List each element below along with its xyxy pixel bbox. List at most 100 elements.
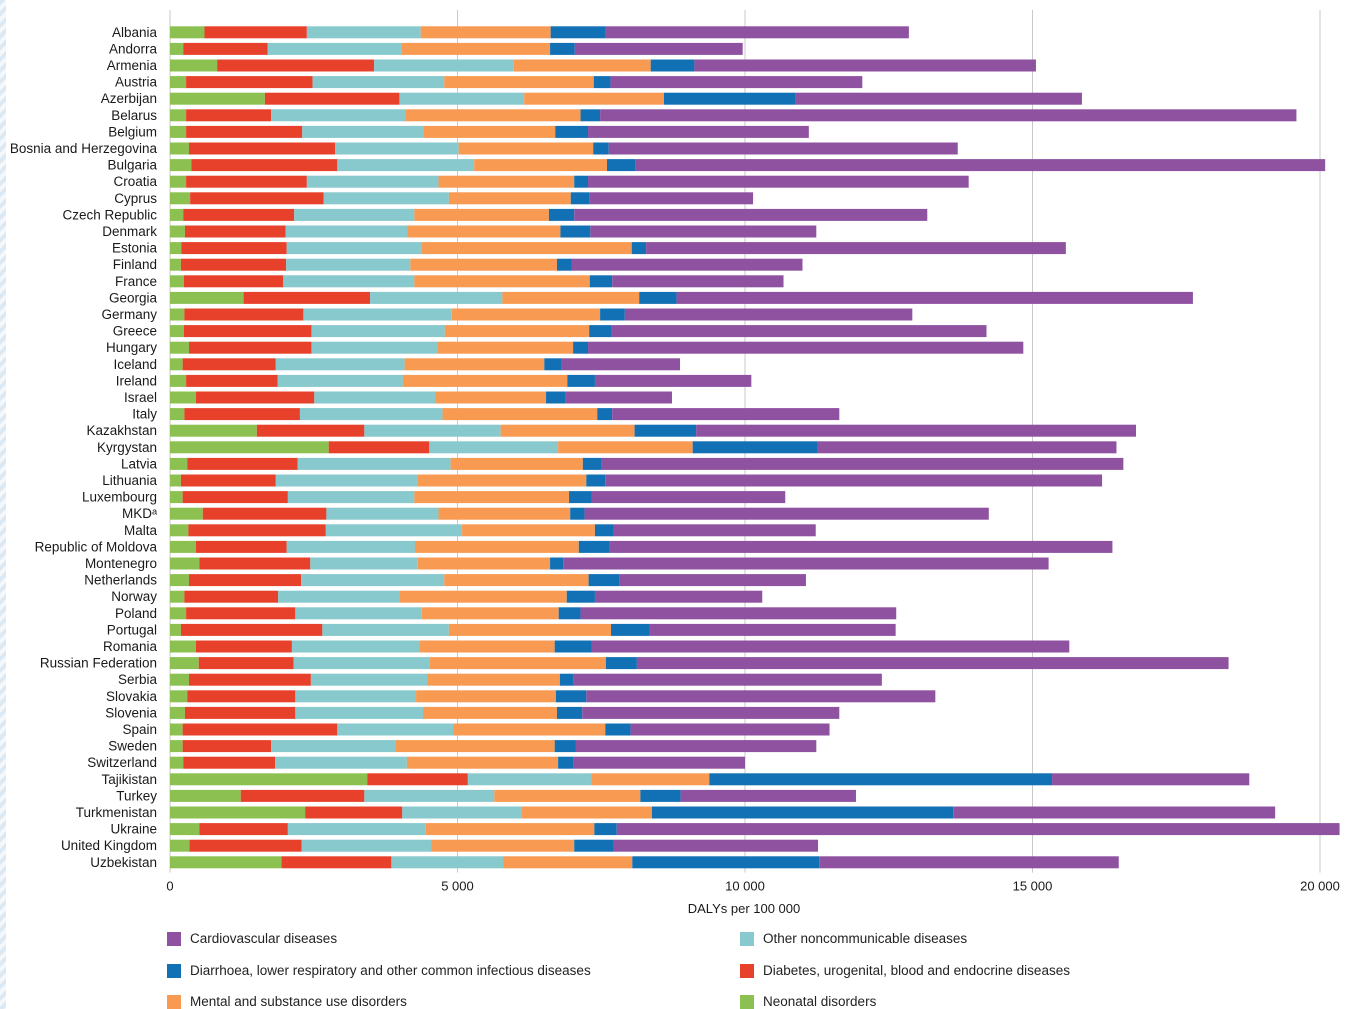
bar-finland-diarrhoea-lower-respirat: [556, 258, 572, 271]
bar-netherlands-mental-and-substance-use: [444, 574, 589, 587]
bar-tajikistan-diarrhoea-lower-respirat: [709, 773, 1053, 786]
bar-portugal-diabetes-urogenital-bloo: [180, 623, 323, 636]
bar-sweden-diabetes-urogenital-bloo: [182, 740, 272, 753]
bar-albania-neonatal-disorders: [170, 26, 205, 39]
bar-italy-other-noncommunicable-di: [299, 408, 443, 421]
bar-norway-diarrhoea-lower-respirat: [566, 590, 595, 603]
bar-belgium-diabetes-urogenital-bloo: [186, 125, 303, 138]
bar-greece-diabetes-urogenital-bloo: [183, 325, 312, 338]
bar-lithuania-diabetes-urogenital-bloo: [180, 474, 276, 487]
x-axis-label: DALYs per 100 000: [688, 901, 801, 916]
x-tick-label-3: 15 000: [1013, 879, 1053, 894]
bar-mkd-other-noncommunicable-di: [326, 507, 439, 520]
bar-denmark-other-noncommunicable-di: [285, 225, 408, 238]
category-label-united-kingdom: United Kingdom: [61, 838, 157, 853]
bar-latvia-neonatal-disorders: [170, 457, 188, 470]
category-label-uzbekistan: Uzbekistan: [90, 855, 157, 870]
bar-azerbijan-cardiovascular-diseases: [795, 92, 1082, 105]
bar-bosnia-and-herzegovina-neonatal-disorders: [170, 142, 189, 155]
bar-united-kingdom-cardiovascular-diseases: [613, 839, 819, 852]
legend-label-diabetes: Diabetes, urogenital, blood and endocrin…: [763, 963, 1070, 978]
bar-croatia-neonatal-disorders: [170, 175, 187, 188]
bar-georgia-other-noncommunicable-di: [370, 291, 503, 304]
bar-estonia-mental-and-substance-use: [421, 242, 632, 255]
bar-finland-other-noncommunicable-di: [286, 258, 411, 271]
bar-poland-other-noncommunicable-di: [295, 607, 422, 620]
bar-spain-other-noncommunicable-di: [337, 723, 454, 736]
bar-kazakhstan-diabetes-urogenital-bloo: [256, 424, 365, 437]
bar-latvia-diabetes-urogenital-bloo: [187, 457, 298, 470]
bar-france-other-noncommunicable-di: [283, 275, 415, 288]
bar-romania-mental-and-substance-use: [419, 640, 555, 653]
bar-bosnia-and-herzegovina-mental-and-substance-use: [458, 142, 594, 155]
bar-romania-diabetes-urogenital-bloo: [195, 640, 292, 653]
bar-bosnia-and-herzegovina-other-noncommunicable-di: [335, 142, 459, 155]
bar-austria-diarrhoea-lower-respirat: [593, 76, 611, 89]
bar-hungary-cardiovascular-diseases: [588, 341, 1024, 354]
category-label-finland: Finland: [113, 257, 157, 272]
bar-albania-cardiovascular-diseases: [605, 26, 909, 39]
bar-slovenia-other-noncommunicable-di: [295, 706, 423, 719]
bar-serbia-diarrhoea-lower-respirat: [559, 673, 574, 686]
bar-armenia-cardiovascular-diseases: [694, 59, 1036, 72]
category-label-turkey: Turkey: [116, 788, 157, 803]
bar-poland-mental-and-substance-use: [421, 607, 559, 620]
bar-turkmenistan-other-noncommunicable-di: [402, 806, 522, 819]
bar-poland-diarrhoea-lower-respirat: [558, 607, 581, 620]
category-label-denmark: Denmark: [102, 224, 157, 239]
bar-croatia-diarrhoea-lower-respirat: [574, 175, 589, 188]
category-label-hungary: Hungary: [106, 340, 157, 355]
bar-switzerland-neonatal-disorders: [170, 756, 184, 769]
bar-portugal-other-noncommunicable-di: [322, 623, 449, 636]
category-label-tajikistan: Tajikistan: [101, 772, 157, 787]
bar-germany-other-noncommunicable-di: [303, 308, 452, 321]
bar-bosnia-and-herzegovina-diarrhoea-lower-respirat: [593, 142, 609, 155]
category-label-bosnia-and-herzegovina: Bosnia and Herzegovina: [10, 141, 158, 156]
bar-kazakhstan-cardiovascular-diseases: [696, 424, 1136, 437]
category-label-norway: Norway: [111, 589, 157, 604]
category-label-bulgaria: Bulgaria: [107, 158, 157, 173]
bar-czech-republic-diabetes-urogenital-bloo: [183, 208, 295, 221]
category-label-albania: Albania: [112, 25, 158, 40]
legend-swatch-cardiovascular: [167, 931, 181, 946]
bar-cyprus-other-noncommunicable-di: [323, 192, 449, 205]
bar-belarus-mental-and-substance-use: [405, 109, 581, 122]
bars: [170, 26, 1340, 869]
bar-germany-neonatal-disorders: [170, 308, 185, 321]
bar-belarus-diarrhoea-lower-respirat: [580, 109, 601, 122]
bar-kazakhstan-neonatal-disorders: [170, 424, 257, 437]
bar-belgium-neonatal-disorders: [170, 125, 187, 138]
bar-uzbekistan-diabetes-urogenital-bloo: [281, 856, 392, 869]
bar-serbia-cardiovascular-diseases: [573, 673, 882, 686]
bar-ireland-neonatal-disorders: [170, 374, 187, 387]
bar-slovakia-other-noncommunicable-di: [295, 690, 417, 703]
bar-russian-federation-diabetes-urogenital-bloo: [198, 657, 294, 670]
bar-turkey-neonatal-disorders: [170, 789, 241, 802]
bar-uzbekistan-mental-and-substance-use: [503, 856, 633, 869]
bar-ireland-mental-and-substance-use: [402, 374, 568, 387]
bar-belgium-mental-and-substance-use: [423, 125, 556, 138]
bar-turkey-mental-and-substance-use: [494, 789, 641, 802]
bar-luxembourg-diabetes-urogenital-bloo: [182, 491, 288, 504]
legend-swatch-mental: [167, 994, 181, 1009]
legend-item-diabetes: Diabetes, urogenital, blood and endocrin…: [740, 963, 1070, 978]
bar-malta-cardiovascular-diseases: [613, 524, 816, 537]
bar-austria-cardiovascular-diseases: [610, 76, 863, 89]
x-tick-label-0: 0: [166, 879, 173, 894]
category-label-poland: Poland: [115, 606, 157, 621]
bar-bosnia-and-herzegovina-diabetes-urogenital-bloo: [188, 142, 336, 155]
bar-netherlands-other-noncommunicable-di: [301, 574, 445, 587]
category-label-romania: Romania: [103, 639, 158, 654]
bar-slovenia-cardiovascular-diseases: [582, 706, 840, 719]
bar-malta-mental-and-substance-use: [462, 524, 595, 537]
bar-italy-cardiovascular-diseases: [612, 408, 840, 421]
bar-croatia-cardiovascular-diseases: [588, 175, 969, 188]
legend-item-neonatal: Neonatal disorders: [740, 994, 876, 1009]
category-label-croatia: Croatia: [113, 174, 157, 189]
bar-slovakia-diarrhoea-lower-respirat: [555, 690, 587, 703]
bar-malta-diabetes-urogenital-bloo: [188, 524, 326, 537]
bar-azerbijan-neonatal-disorders: [170, 92, 265, 105]
bar-serbia-mental-and-substance-use: [427, 673, 560, 686]
bar-slovenia-diarrhoea-lower-respirat: [556, 706, 583, 719]
bar-bulgaria-diabetes-urogenital-bloo: [191, 159, 338, 172]
